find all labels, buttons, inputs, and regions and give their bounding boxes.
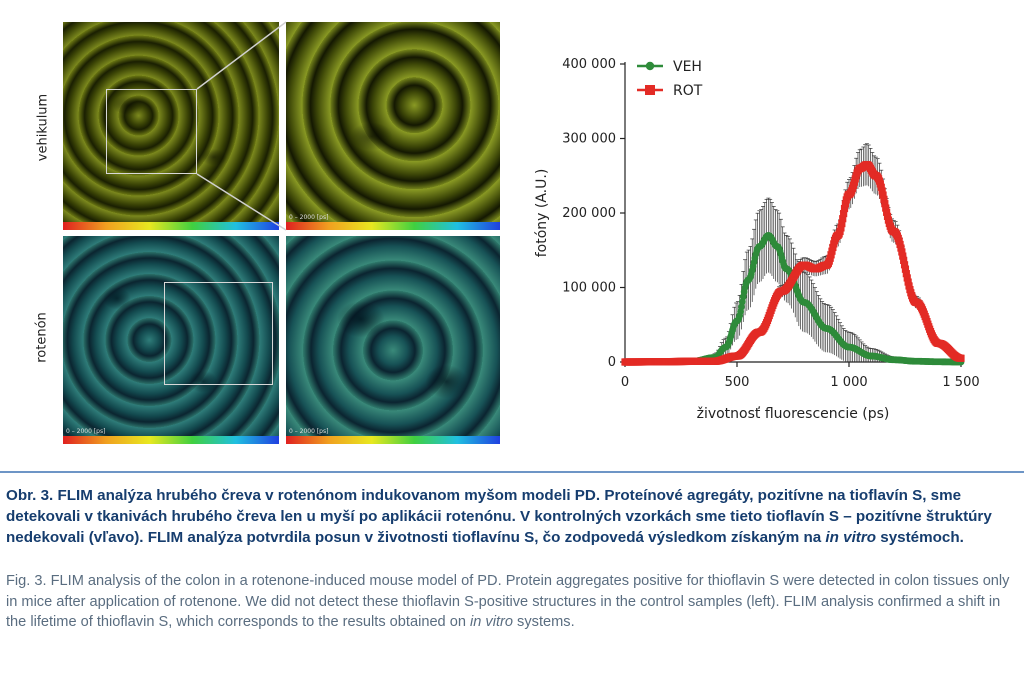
rot-point [898, 248, 906, 256]
connector-lines [196, 21, 287, 231]
micrograph-vehicle-overview [63, 22, 279, 230]
inset-box-rotenone [164, 282, 273, 385]
colorbar-scale-label: 0 – 2000 [ps] [289, 428, 329, 435]
figure-area: vehikulum rotenón 0 – 2000 [ps] 0 – 2000… [35, 21, 980, 444]
rot-point [839, 215, 847, 223]
rot-point [904, 278, 912, 286]
rot-point [882, 204, 890, 212]
micrograph-rotenone-zoom: 0 – 2000 [ps] [286, 236, 500, 444]
caption-english: Fig. 3. FLIM analysis of the colon in a … [6, 571, 1020, 633]
lifetime-colorbar [286, 436, 500, 444]
rot-point [841, 200, 850, 208]
rot-point [838, 219, 846, 228]
lifetime-colorbar [63, 222, 279, 230]
caption-slovak-italic: in vitro [825, 529, 877, 546]
rot-point [901, 265, 910, 273]
rot-point [840, 204, 849, 213]
caption-divider [0, 471, 1024, 473]
rot-point [837, 224, 845, 232]
rot-point [900, 261, 909, 269]
micrograph-rotenone-overview: 0 – 2000 [ps] [63, 236, 279, 444]
colorbar-scale-label: 0 – 2000 [ps] [66, 428, 106, 435]
rot-point [878, 187, 886, 195]
rot-point [899, 252, 907, 260]
y-tick-label: 200 000 [562, 206, 616, 221]
colorbar-scale-label: 0 – 2000 [ps] [289, 214, 329, 221]
caption-slovak-text: Obr. 3. FLIM analýza hrubého čreva v rot… [6, 487, 992, 546]
rot-point [879, 191, 887, 199]
inset-box-vehicle [106, 89, 197, 174]
rot-point [828, 247, 836, 255]
y-tick-label: 0 [608, 355, 616, 370]
caption-english-end: systems. [513, 614, 575, 630]
micrograph-vehicle-zoom: 0 – 2000 [ps] [286, 22, 500, 230]
lifetime-colorbar [286, 222, 500, 230]
legend-rot-label: ROT [673, 83, 703, 99]
rot-point [877, 183, 885, 191]
rot-point [883, 212, 892, 220]
y-tick-label: 300 000 [562, 132, 616, 147]
rot-point [903, 274, 911, 282]
y-axis-label: fotóny (A.U.) [534, 169, 550, 258]
y-tick-label: 100 000 [562, 281, 616, 296]
x-tick-label: 1 500 [942, 375, 979, 390]
rot-point [840, 209, 848, 218]
legend-rot-marker [645, 85, 655, 95]
caption-slovak: Obr. 3. FLIM analýza hrubého čreva v rot… [6, 485, 1020, 548]
caption-english-italic: in vitro [470, 614, 513, 630]
veh-point [738, 303, 745, 311]
y-tick-label: 400 000 [562, 57, 616, 72]
rot-point [897, 244, 905, 252]
veh-point [738, 298, 746, 306]
x-axis-label: životnosť fluorescencie (ps) [697, 406, 890, 422]
rot-point [902, 270, 910, 278]
legend-veh-marker [645, 61, 655, 71]
lifetime-colorbar [63, 436, 279, 444]
rot-point [957, 354, 965, 362]
x-tick-label: 1 000 [830, 375, 867, 390]
rot-point [883, 208, 891, 216]
caption-slovak-end: systémoch. [876, 529, 964, 546]
legend-veh-label: VEH [673, 59, 702, 75]
caption-english-text: Fig. 3. FLIM analysis of the colon in a … [6, 573, 1010, 630]
rot-point [900, 256, 908, 264]
rot-point [880, 195, 888, 203]
x-tick-label: 0 [621, 375, 629, 390]
flim-chart: 0 100 000 200 000 300 000 400 000 0 500 1 000 1 … [534, 57, 980, 422]
rot-point [827, 251, 835, 259]
x-tick-label: 500 [725, 375, 750, 390]
rot-point [881, 200, 889, 208]
